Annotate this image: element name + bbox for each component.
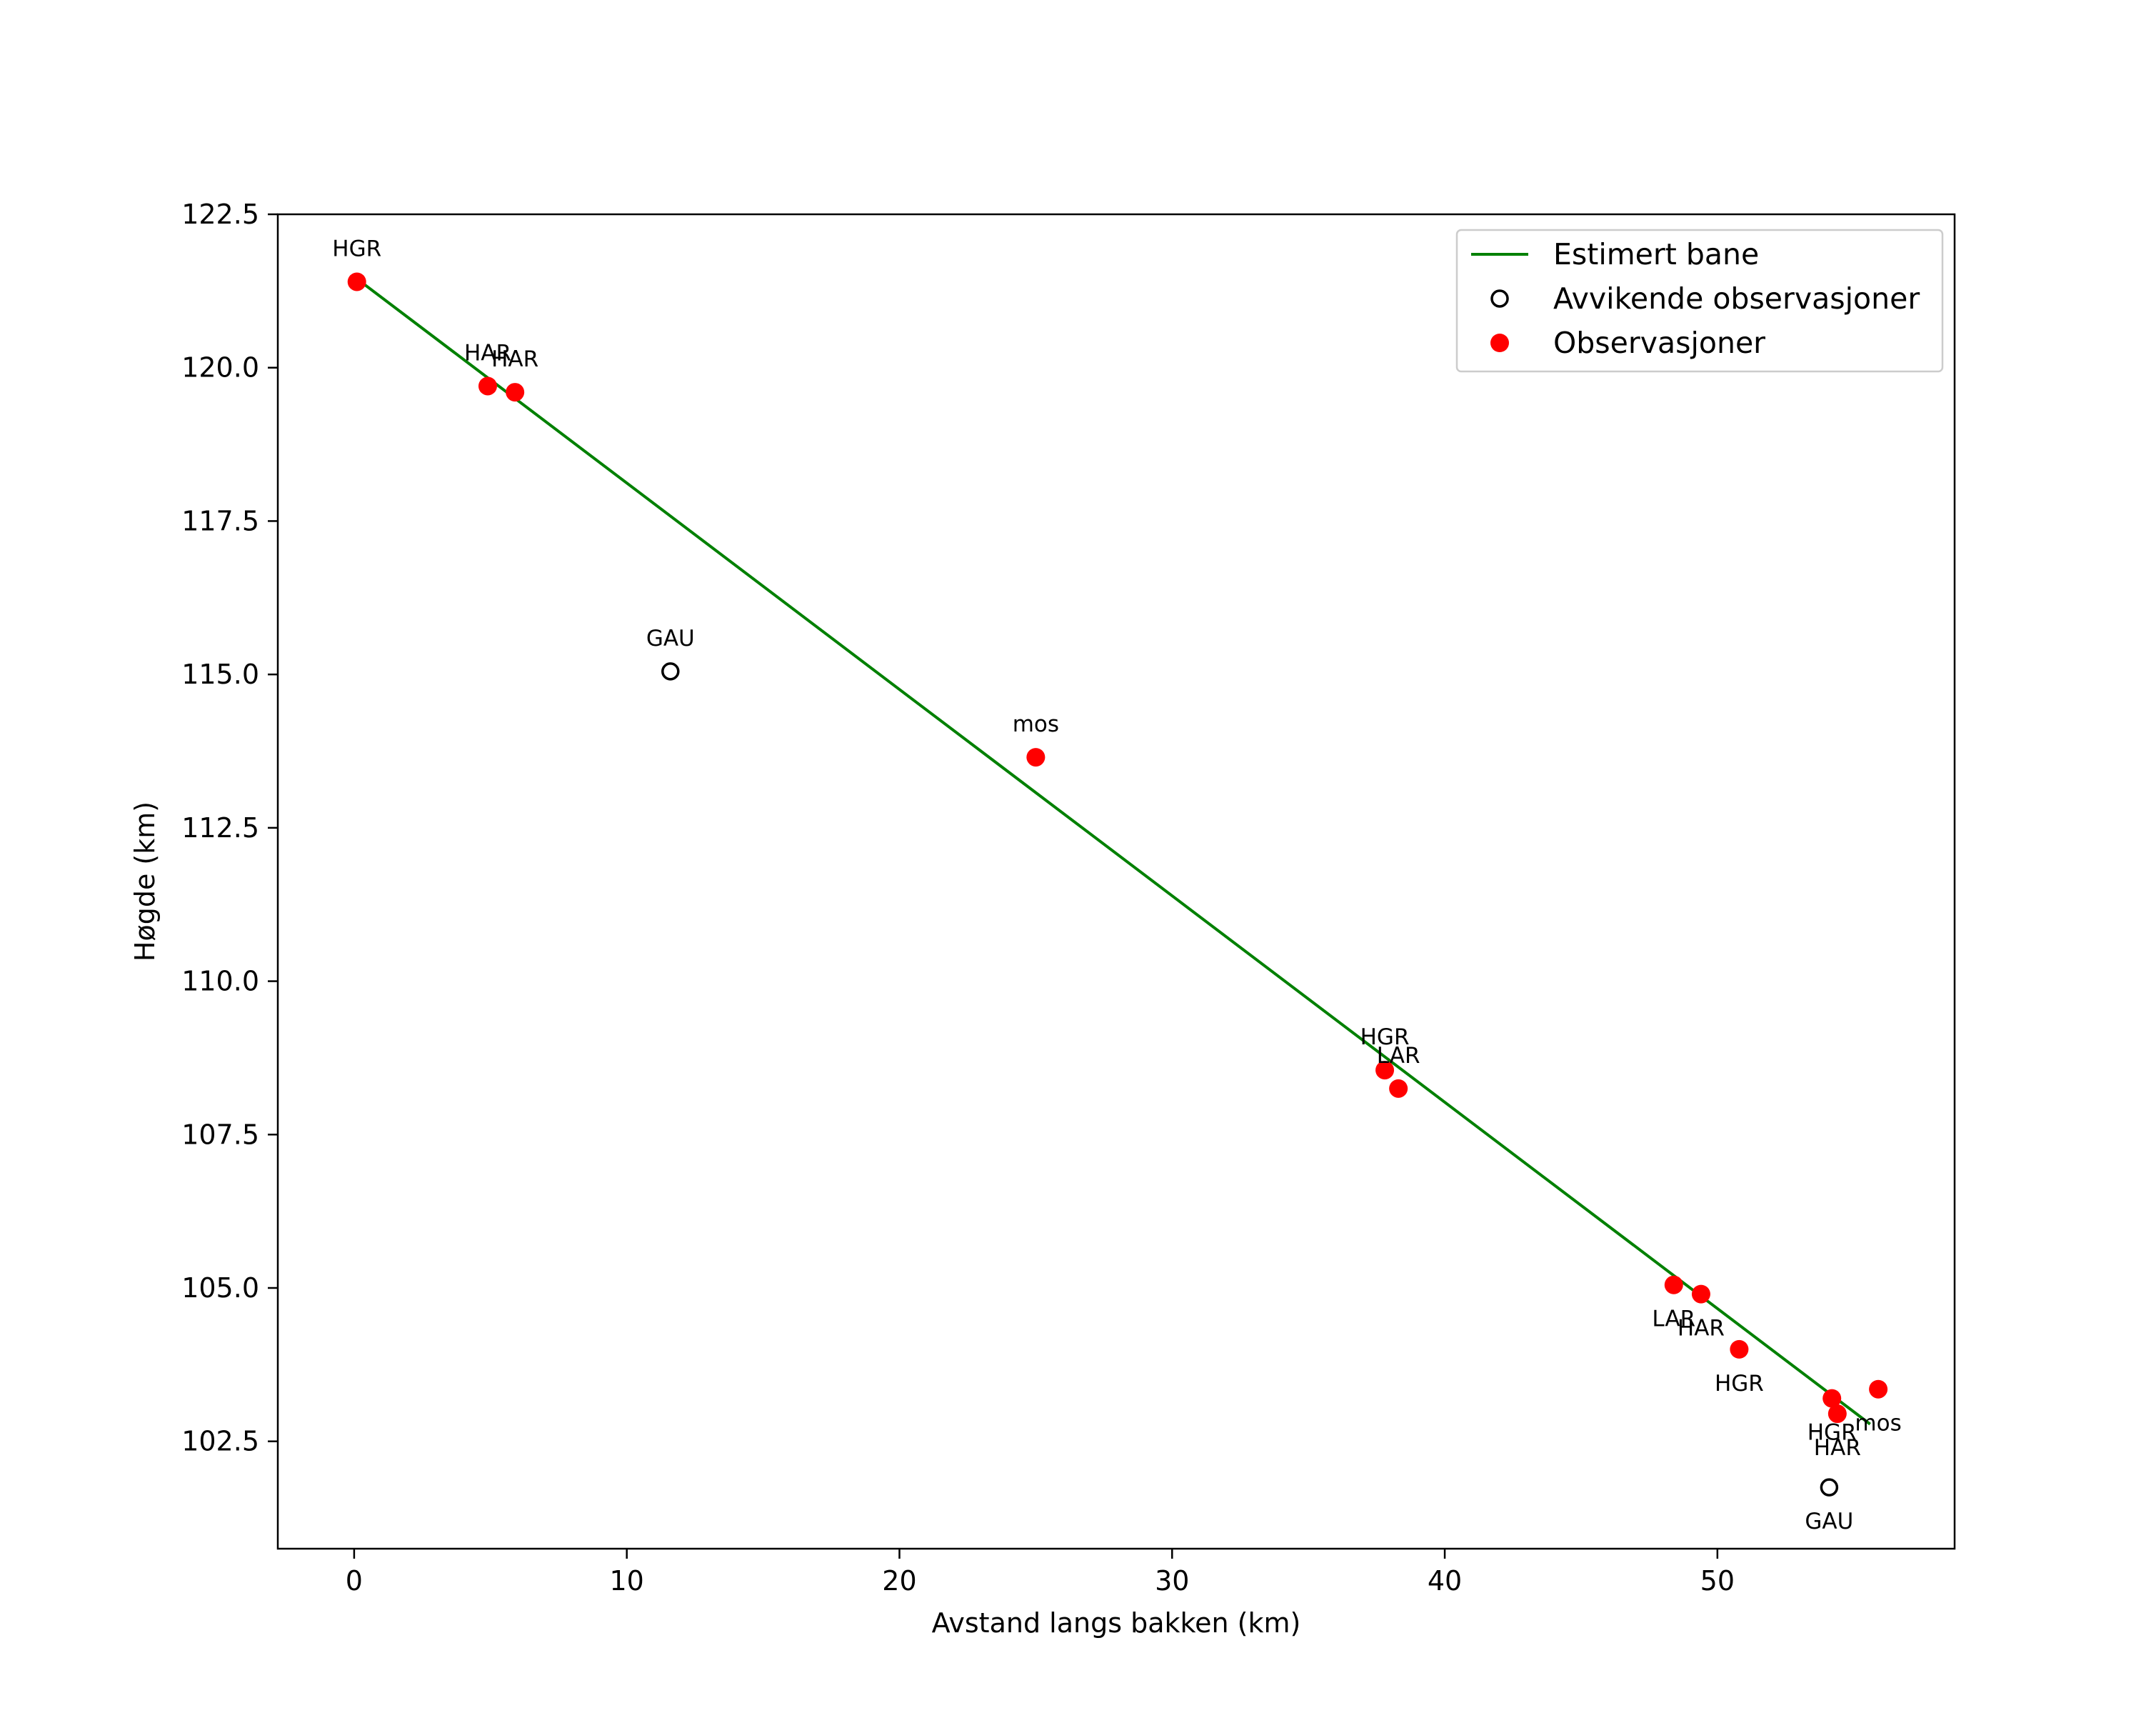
observation-point-label: HAR xyxy=(491,346,538,372)
observation-point xyxy=(1026,748,1046,767)
observation-point xyxy=(1730,1339,1749,1359)
observation-point xyxy=(1389,1079,1408,1098)
observation-point-label: mos xyxy=(1855,1411,1901,1437)
observation-point xyxy=(347,272,366,291)
x-tick-label: 0 xyxy=(346,1565,363,1597)
outlier-point-label: GAU xyxy=(1805,1509,1853,1534)
observation-point xyxy=(1691,1284,1710,1304)
legend-outlier-swatch xyxy=(1490,289,1509,308)
observation-point-label: HGR xyxy=(1360,1024,1410,1050)
y-tick-label: 120.0 xyxy=(181,352,259,384)
y-tick-label: 117.5 xyxy=(181,505,259,536)
tick-group: 0 10 20 30 40 50 102.5 105.0 107.5 110.0 112.5 115.… xyxy=(181,199,1735,1597)
observation-point xyxy=(478,376,497,396)
legend-entry-label: Avvikende observasjoner xyxy=(1553,281,1920,316)
legend-entry-label: Estimert bane xyxy=(1553,237,1759,271)
observation-point-label: HGR xyxy=(332,236,381,261)
plot-area: GAUGAUHGRHARHARmosHGRLARLARHARHGRHGRHARm… xyxy=(332,236,1901,1534)
outlier-point xyxy=(661,662,680,681)
observation-point xyxy=(1664,1275,1683,1294)
observation-point xyxy=(1827,1404,1847,1424)
legend-entry-label: Observasjoner xyxy=(1553,326,1765,360)
observation-point-label: LAR xyxy=(1377,1043,1420,1069)
observation-point-label: HGR xyxy=(1807,1420,1857,1446)
x-tick-label: 20 xyxy=(882,1565,916,1597)
observation-point xyxy=(506,383,525,402)
observation-point-label: HGR xyxy=(1715,1371,1764,1397)
outlier-point xyxy=(1820,1478,1839,1497)
y-tick-label: 102.5 xyxy=(181,1426,259,1457)
y-axis-label: Høgde (km) xyxy=(129,801,161,962)
observation-point-label: LAR xyxy=(1652,1307,1695,1332)
x-tick-label: 10 xyxy=(610,1565,644,1597)
legend-box xyxy=(1455,229,1944,373)
x-tick-label: 50 xyxy=(1700,1565,1735,1597)
legend: Estimert bane Avvikende observasjoner Obse… xyxy=(1455,229,1944,373)
legend-observation-swatch xyxy=(1490,334,1509,352)
y-tick-label: 107.5 xyxy=(181,1119,259,1150)
observation-point-label: HAR xyxy=(1814,1435,1861,1461)
y-tick-label: 115.0 xyxy=(181,659,259,690)
observation-point xyxy=(1375,1061,1395,1080)
y-tick-label: 110.0 xyxy=(181,966,259,997)
x-tick-label: 40 xyxy=(1428,1565,1462,1597)
y-tick-label: 105.0 xyxy=(181,1272,259,1304)
x-tick-label: 30 xyxy=(1155,1565,1189,1597)
y-tick-label: 112.5 xyxy=(181,812,259,844)
estimated-trajectory-line xyxy=(356,277,1871,1426)
observation-point-label: HAR xyxy=(464,340,511,366)
observation-point-label: mos xyxy=(1013,711,1059,737)
observation-point xyxy=(1869,1379,1888,1399)
axes-frame xyxy=(276,213,1956,1550)
observation-point xyxy=(1822,1389,1842,1408)
observation-point-label: HAR xyxy=(1678,1316,1725,1342)
y-tick-label: 122.5 xyxy=(181,199,259,230)
outlier-point-label: GAU xyxy=(646,626,695,651)
x-axis-label: Avstand langs bakken (km) xyxy=(932,1607,1301,1639)
